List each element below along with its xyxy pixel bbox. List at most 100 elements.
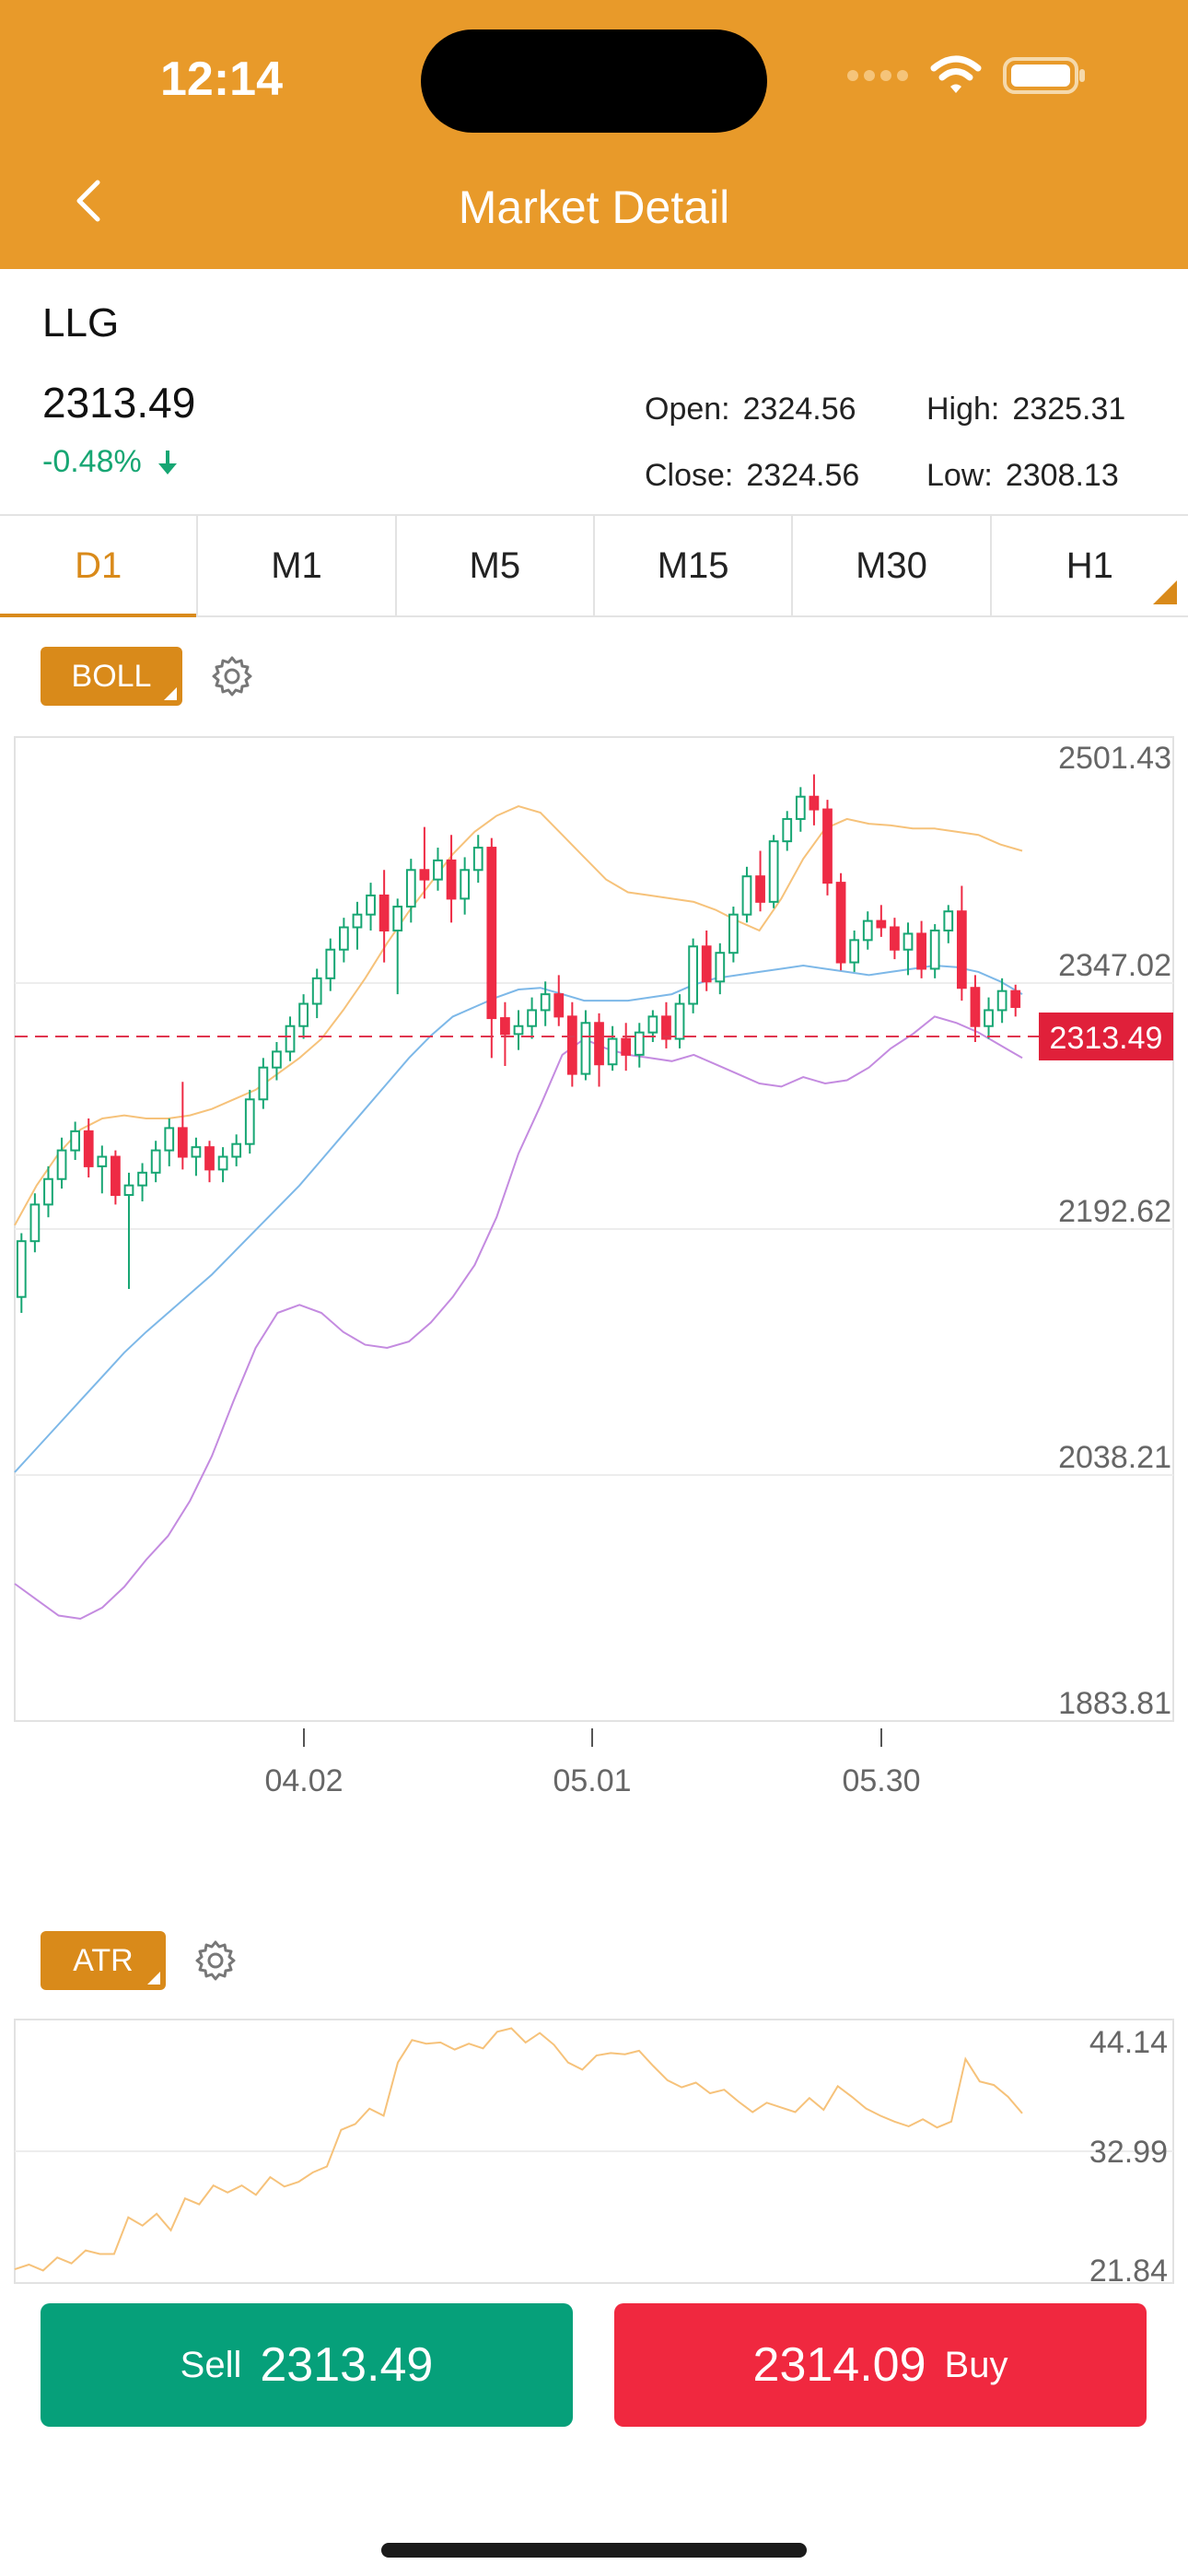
close-row: Close: 2324.56 <box>645 442 859 509</box>
candle-body <box>768 840 779 903</box>
candle <box>701 930 712 991</box>
high-row: High: 2325.31 <box>926 376 1125 442</box>
candle-body <box>527 1009 537 1027</box>
candle-body <box>890 926 900 951</box>
candle <box>903 922 914 976</box>
candle <box>83 1118 94 1178</box>
candle-body <box>795 795 806 820</box>
candle <box>822 800 833 896</box>
candle-body <box>661 1015 671 1040</box>
candle-body <box>862 919 873 942</box>
candle <box>553 975 565 1026</box>
candle <box>486 837 497 1059</box>
candle-body <box>755 875 765 903</box>
candle <box>285 1016 296 1061</box>
chevron-left-icon[interactable] <box>64 175 116 227</box>
gear-icon[interactable] <box>193 1938 238 1983</box>
dynamic-island <box>421 29 767 133</box>
candle-body <box>298 1002 309 1027</box>
candle-body <box>325 948 336 979</box>
low-row: Low: 2308.13 <box>926 442 1125 509</box>
candle-body <box>594 1022 604 1066</box>
sell-label: Sell <box>180 2344 242 2385</box>
candle <box>311 968 322 1019</box>
atr-chart[interactable]: 44.14 32.99 21.84 <box>0 2008 1188 2285</box>
candle-body <box>688 945 699 1005</box>
timeframe-tabs: D1 M1 M5 M15 M30 H1 <box>0 514 1188 617</box>
candle <box>809 774 820 825</box>
tab-d1[interactable]: D1 <box>0 516 199 617</box>
y-axis-tick-label: 2347.02 <box>1058 948 1171 983</box>
candle <box>795 787 806 832</box>
candle <box>1010 984 1021 1017</box>
candle-body <box>16 1240 27 1298</box>
candle-body <box>849 939 860 964</box>
tab-h1-label: H1 <box>1066 544 1113 586</box>
candle-body <box>835 882 846 964</box>
candle <box>996 978 1007 1024</box>
gear-icon[interactable] <box>210 654 254 698</box>
candle <box>943 905 954 943</box>
boll-lower-band <box>14 1015 1023 1621</box>
boll-indicator-label: BOLL <box>71 658 152 694</box>
candle <box>137 1163 147 1201</box>
candle <box>890 918 900 960</box>
sell-price: 2313.49 <box>260 2338 434 2392</box>
boll-indicator-button[interactable]: BOLL <box>41 647 182 706</box>
x-axis-tick-label: 04.02 <box>264 1763 343 1798</box>
candle-body <box>204 1146 215 1171</box>
battery-icon <box>1003 57 1085 94</box>
home-indicator <box>381 2543 807 2558</box>
candle <box>755 850 765 912</box>
candle-body <box>674 1002 685 1040</box>
candle <box>849 930 860 972</box>
tab-m30[interactable]: M30 <box>793 516 992 615</box>
current-price: 2313.49 <box>42 379 196 427</box>
candle <box>876 905 887 937</box>
candle-body <box>715 952 726 983</box>
buy-button[interactable]: 2314.09 Buy <box>614 2303 1147 2427</box>
more-timeframes-indicator <box>1152 580 1177 604</box>
candle-body <box>285 1025 296 1053</box>
ohlc-left: Open: 2324.56 Close: 2324.56 <box>645 376 859 509</box>
candle <box>29 1193 41 1253</box>
buy-label: Buy <box>944 2344 1008 2385</box>
candle <box>379 870 390 963</box>
candle-body <box>876 919 887 929</box>
candle-body <box>29 1203 41 1243</box>
atr-indicator-button[interactable]: ATR <box>41 1931 166 1990</box>
candle-body <box>580 1022 591 1075</box>
last-price-label: 2313.49 <box>1050 1021 1163 1056</box>
candle <box>688 938 699 1013</box>
candle-body <box>634 1031 645 1056</box>
tab-h1[interactable]: H1 <box>992 516 1188 615</box>
y-axis-tick-label: 2501.43 <box>1058 741 1171 776</box>
candle <box>392 898 403 995</box>
candle-body <box>741 875 752 916</box>
candle <box>715 943 726 995</box>
candle-body <box>540 993 551 1012</box>
candle <box>70 1121 81 1160</box>
candle-body <box>472 847 483 872</box>
sell-button[interactable]: Sell 2313.49 <box>41 2303 573 2427</box>
candle-body <box>513 1025 524 1036</box>
candle <box>956 885 967 1001</box>
candle-body <box>943 910 954 931</box>
tab-m1[interactable]: M1 <box>198 516 397 615</box>
candle <box>728 907 739 963</box>
tab-m5[interactable]: M5 <box>397 516 595 615</box>
candle-body <box>56 1149 67 1180</box>
candle-body <box>460 869 471 900</box>
candle-body <box>929 929 940 970</box>
candle <box>621 1023 632 1071</box>
candle <box>419 826 430 899</box>
candle-body <box>379 894 390 931</box>
candle-body <box>996 989 1007 1012</box>
candlestick-chart[interactable]: 2501.43 2347.02 2192.62 2038.21 1883.81 2313.… <box>0 719 1188 1824</box>
tab-m15[interactable]: M15 <box>595 516 794 615</box>
page-title: Market Detail <box>458 181 730 233</box>
candle-body <box>446 859 457 900</box>
candle <box>164 1118 175 1166</box>
candle <box>338 918 349 963</box>
candle-body <box>217 1155 228 1171</box>
